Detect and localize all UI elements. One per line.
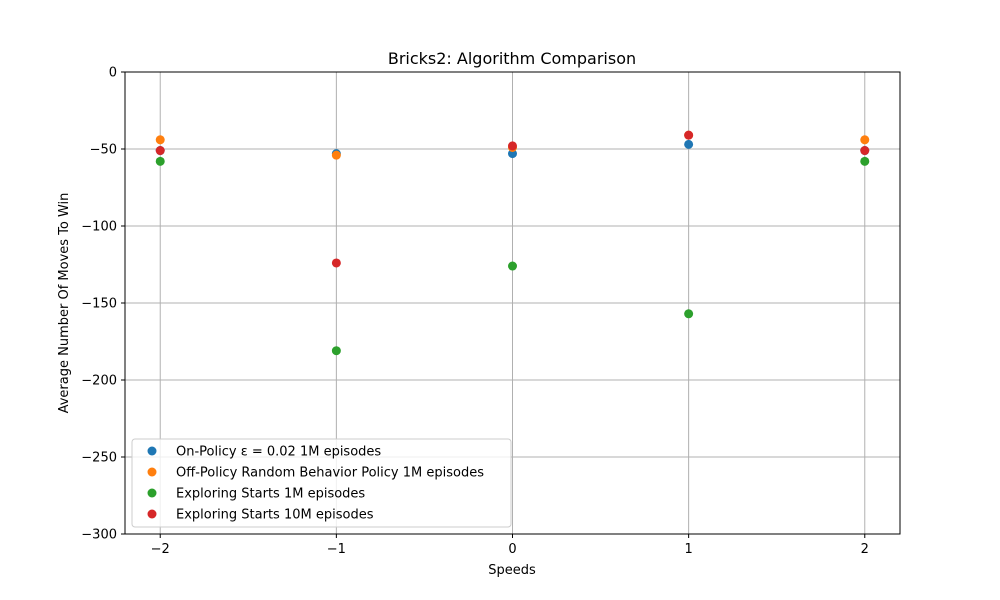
legend-label: Exploring Starts 10M episodes bbox=[176, 508, 374, 523]
y-tick-label: −100 bbox=[81, 220, 117, 235]
y-axis-label: Average Number Of Moves To Win bbox=[57, 193, 72, 414]
legend-label: On-Policy ε = 0.02 1M episodes bbox=[176, 445, 381, 460]
x-tick-label: −1 bbox=[327, 542, 346, 557]
data-point bbox=[860, 146, 870, 156]
plot-frame bbox=[124, 71, 901, 535]
legend: On-Policy ε = 0.02 1M episodes Off-Policy… bbox=[131, 438, 512, 528]
legend-entry: Off-Policy Random Behavior Policy 1M epi… bbox=[147, 466, 484, 481]
y-tick-label: −150 bbox=[81, 297, 117, 312]
data-point bbox=[331, 346, 341, 356]
y-tick-label: −200 bbox=[81, 374, 117, 389]
x-axis-ticks: −2 −1 0 1 2 bbox=[151, 534, 869, 557]
legend-box bbox=[131, 438, 512, 528]
legend-label: Exploring Starts 1M episodes bbox=[176, 487, 365, 502]
y-tick-label: −50 bbox=[90, 143, 117, 158]
data-point bbox=[508, 261, 517, 271]
data-point bbox=[684, 139, 694, 149]
x-tick-label: 1 bbox=[684, 542, 692, 557]
y-tick-label: −300 bbox=[81, 528, 117, 543]
series-4 bbox=[155, 130, 870, 268]
data-point bbox=[684, 309, 694, 319]
legend-entry: On-Policy ε = 0.02 1M episodes bbox=[147, 445, 381, 460]
data-point bbox=[860, 156, 870, 166]
legend-marker bbox=[147, 446, 157, 456]
data-point bbox=[331, 258, 341, 268]
x-tick-label: −2 bbox=[151, 542, 170, 557]
data-point bbox=[155, 146, 165, 156]
legend-marker bbox=[147, 488, 157, 498]
legend-marker bbox=[147, 509, 157, 519]
y-axis-ticks: 0 −50 −100 −150 −200 −250 −300 bbox=[81, 66, 125, 543]
data-point bbox=[508, 141, 517, 151]
data-points bbox=[155, 130, 870, 356]
data-point bbox=[684, 130, 694, 140]
data-point bbox=[155, 135, 165, 145]
x-tick-label: 2 bbox=[861, 542, 869, 557]
y-tick-label: 0 bbox=[109, 66, 117, 81]
data-point bbox=[155, 156, 165, 166]
x-axis-label: Speeds bbox=[488, 563, 536, 578]
legend-marker bbox=[147, 467, 157, 477]
chart-title: Bricks2: Algorithm Comparison bbox=[388, 49, 636, 68]
data-point bbox=[331, 150, 341, 160]
y-tick-label: −250 bbox=[81, 451, 117, 466]
legend-entry: Exploring Starts 1M episodes bbox=[147, 487, 365, 502]
x-tick-label: 0 bbox=[508, 542, 516, 557]
data-point bbox=[860, 135, 870, 145]
legend-label: Off-Policy Random Behavior Policy 1M epi… bbox=[176, 466, 484, 481]
data-point bbox=[508, 149, 517, 159]
series-3 bbox=[155, 156, 870, 356]
legend-entry: Exploring Starts 10M episodes bbox=[147, 508, 374, 523]
